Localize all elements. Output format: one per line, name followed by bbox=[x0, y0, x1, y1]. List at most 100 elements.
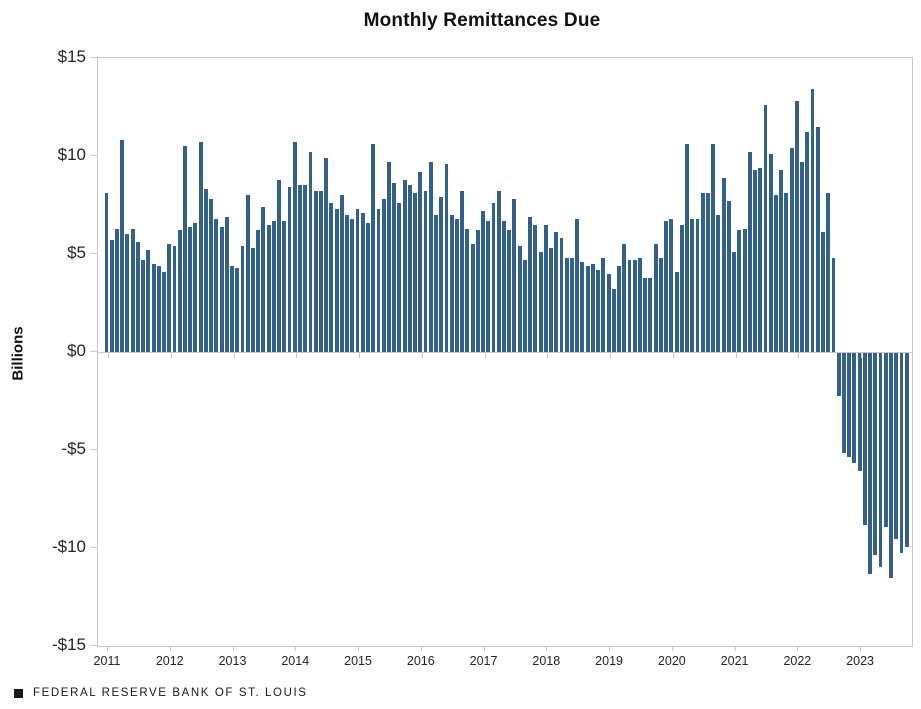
x-tick-mark bbox=[107, 646, 108, 651]
bar bbox=[277, 179, 282, 352]
bar bbox=[632, 259, 637, 352]
zero-line-year-tick bbox=[547, 353, 549, 358]
x-tick-mark bbox=[860, 646, 862, 651]
bar bbox=[486, 220, 491, 352]
bar bbox=[345, 214, 350, 352]
bar bbox=[224, 216, 229, 352]
bar bbox=[747, 152, 752, 352]
bar bbox=[256, 230, 261, 352]
x-tick-label: 2022 bbox=[783, 654, 812, 668]
bar bbox=[360, 212, 365, 352]
bar bbox=[852, 353, 857, 463]
x-tick-label: 2013 bbox=[218, 654, 247, 668]
bar bbox=[821, 232, 825, 352]
bar bbox=[826, 193, 831, 352]
bar bbox=[298, 185, 302, 352]
bar bbox=[711, 144, 716, 352]
bar bbox=[449, 214, 454, 352]
chart-title: Monthly Remittances Due bbox=[363, 10, 601, 31]
bar bbox=[115, 228, 119, 352]
bar bbox=[287, 187, 292, 352]
x-tick-label: 2023 bbox=[846, 654, 875, 668]
x-tick-label: 2014 bbox=[281, 654, 310, 668]
bar bbox=[789, 148, 794, 352]
bar bbox=[543, 224, 548, 352]
bar bbox=[109, 240, 114, 352]
bar bbox=[606, 273, 611, 352]
y-tick-mark bbox=[90, 155, 98, 156]
bar bbox=[726, 201, 731, 352]
bar bbox=[193, 222, 198, 352]
bar bbox=[753, 169, 757, 352]
y-tick-label: $0 bbox=[67, 341, 86, 360]
y-tick-mark bbox=[90, 547, 98, 548]
bar bbox=[899, 353, 904, 553]
plot-area bbox=[97, 57, 913, 647]
bar bbox=[585, 265, 590, 352]
bar bbox=[104, 193, 109, 352]
zero-line-year-tick bbox=[798, 353, 800, 358]
bar bbox=[470, 244, 475, 352]
bar bbox=[784, 193, 789, 352]
bar bbox=[763, 105, 768, 352]
bar bbox=[266, 224, 271, 352]
bar bbox=[700, 193, 705, 352]
bar bbox=[638, 257, 642, 352]
x-tick-mark bbox=[797, 646, 799, 651]
zero-line-year-tick bbox=[672, 353, 674, 358]
bar bbox=[810, 89, 815, 352]
bar bbox=[434, 214, 438, 352]
bar bbox=[167, 244, 172, 352]
bar bbox=[292, 142, 297, 352]
bar bbox=[611, 289, 616, 352]
bar bbox=[674, 271, 679, 352]
bar bbox=[794, 101, 799, 352]
bar bbox=[428, 161, 433, 352]
bar bbox=[282, 220, 287, 352]
bar bbox=[198, 142, 203, 352]
bar bbox=[815, 126, 820, 352]
bar bbox=[549, 248, 553, 352]
bar bbox=[664, 220, 669, 352]
bar bbox=[862, 353, 867, 526]
bar bbox=[402, 179, 407, 352]
x-tick-mark bbox=[420, 646, 422, 651]
source-square-icon bbox=[14, 688, 23, 698]
zero-line-year-tick bbox=[610, 353, 612, 358]
zero-line-year-tick bbox=[735, 353, 737, 358]
x-tick-mark bbox=[546, 646, 548, 651]
zero-line-year-tick bbox=[170, 353, 172, 358]
bar bbox=[904, 353, 909, 548]
bar bbox=[507, 230, 512, 352]
y-tick-mark bbox=[90, 351, 98, 352]
bar bbox=[423, 191, 428, 352]
bar bbox=[742, 228, 747, 352]
bar bbox=[758, 167, 763, 352]
bar bbox=[214, 218, 219, 352]
bar bbox=[120, 140, 125, 352]
bar bbox=[800, 161, 805, 352]
bar bbox=[559, 238, 564, 352]
bar bbox=[250, 248, 255, 352]
bar bbox=[883, 353, 888, 528]
bar bbox=[685, 144, 689, 352]
zero-line-year-tick bbox=[861, 353, 863, 358]
bar bbox=[868, 353, 873, 575]
bar bbox=[496, 191, 501, 352]
x-tick-mark bbox=[232, 646, 234, 651]
bar bbox=[146, 250, 151, 352]
bar bbox=[188, 226, 193, 352]
zero-line-year-tick bbox=[359, 353, 361, 358]
x-tick-label: 2018 bbox=[532, 654, 561, 668]
bar bbox=[209, 199, 214, 352]
bar bbox=[580, 261, 585, 352]
bar bbox=[690, 218, 695, 352]
zero-line-year-tick bbox=[233, 353, 235, 358]
bar bbox=[601, 257, 606, 352]
x-tick-label: 2017 bbox=[469, 654, 498, 668]
zero-line-year-tick bbox=[108, 353, 109, 358]
bar bbox=[590, 263, 595, 352]
y-tick-mark bbox=[90, 449, 98, 450]
x-tick-mark bbox=[609, 646, 611, 651]
zero-line-year-tick bbox=[421, 353, 423, 358]
